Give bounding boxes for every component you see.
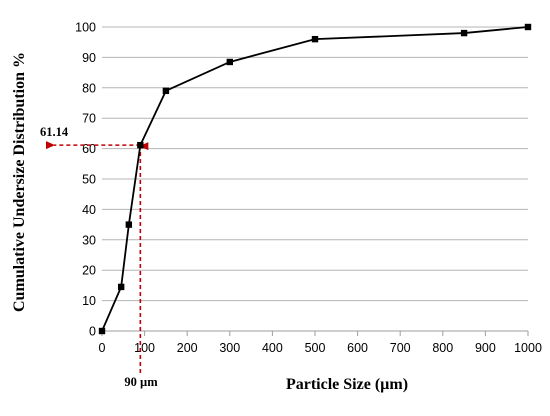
y-tick-label-40: 40 <box>82 203 96 217</box>
x-tick-label-900: 900 <box>475 341 496 355</box>
x-axis-title: Particle Size (µm) <box>286 376 408 393</box>
x-tick-label-800: 800 <box>432 341 453 355</box>
y-tick-label-80: 80 <box>82 81 96 95</box>
x-tick-label-500: 500 <box>305 341 326 355</box>
annotations <box>46 141 149 373</box>
y-tick-label-60: 60 <box>82 142 96 156</box>
x-tick-label-200: 200 <box>177 341 198 355</box>
y-axis-title: Cumulative Undersize Distribution % <box>11 52 28 312</box>
data-point-4 <box>162 87 170 95</box>
data-point-7 <box>460 29 468 37</box>
x-tick-label-300: 300 <box>219 341 240 355</box>
data-point-5 <box>226 58 233 66</box>
axes <box>101 330 529 336</box>
data-point-3 <box>137 141 144 149</box>
x-tick-labels: 0 100 200 300 400 500 600 700 800 900 1000 <box>99 341 542 355</box>
y-tick-label-30: 30 <box>82 233 96 247</box>
y-tick-label-70: 70 <box>82 112 96 126</box>
x-tick-label-0: 0 <box>99 341 106 355</box>
data-point-6 <box>311 35 319 43</box>
annotation-y-value: 61.14 <box>40 125 69 139</box>
data-point-0 <box>98 327 106 335</box>
annotation-x-value: 90 µm <box>124 375 158 389</box>
x-tick-label-600: 600 <box>347 341 368 355</box>
y-tick-label-100: 100 <box>75 21 96 35</box>
x-tick-label-1000: 1000 <box>514 341 542 355</box>
series <box>98 23 532 335</box>
y-tick-labels: 0 10 20 30 40 50 60 70 80 90 100 <box>75 21 96 339</box>
x-tick-label-400: 400 <box>262 341 283 355</box>
data-point-2 <box>125 221 133 228</box>
data-point-1 <box>117 283 125 291</box>
x-tick-label-700: 700 <box>390 341 411 355</box>
data-point-8 <box>524 23 532 31</box>
y-tick-label-50: 50 <box>82 173 96 187</box>
x-tick-label-100: 100 <box>134 341 155 355</box>
y-tick-label-20: 20 <box>82 264 96 278</box>
y-tick-label-90: 90 <box>82 51 96 65</box>
y-tick-label-0: 0 <box>89 325 96 339</box>
grid-lines <box>102 26 528 302</box>
y-tick-label-10: 10 <box>82 294 96 308</box>
